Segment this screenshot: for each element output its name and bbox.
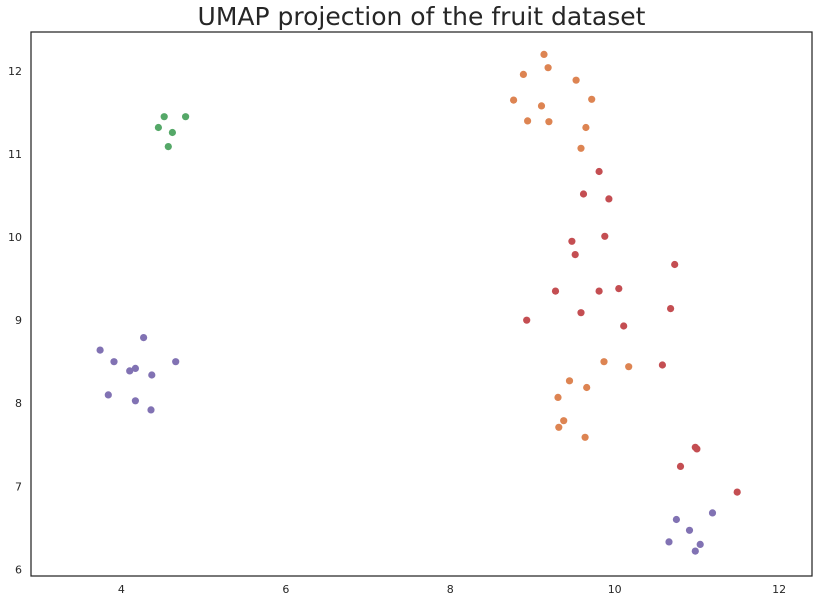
data-point	[523, 316, 531, 324]
data-point	[676, 462, 685, 470]
data-point	[160, 113, 168, 121]
data-point	[625, 363, 633, 371]
data-point	[620, 322, 628, 330]
data-point	[182, 113, 190, 121]
data-point	[540, 50, 548, 59]
y-tick-label: 12	[8, 65, 22, 78]
x-tick-label: 10	[608, 583, 622, 596]
data-point	[164, 143, 172, 151]
data-point	[147, 406, 155, 414]
y-tick-label: 7	[15, 480, 22, 493]
data-point	[537, 102, 546, 110]
data-point	[571, 251, 579, 259]
data-point	[519, 70, 528, 78]
data-point	[509, 96, 518, 104]
data-point	[554, 393, 562, 401]
data-point	[583, 383, 591, 392]
data-point	[565, 377, 574, 385]
data-point	[708, 509, 717, 517]
data-point	[685, 526, 694, 534]
data-point	[168, 128, 176, 137]
x-tick-label: 6	[282, 583, 289, 596]
y-tick-label: 10	[8, 231, 22, 244]
data-point	[140, 334, 148, 342]
data-point	[615, 285, 623, 293]
x-tick-label: 4	[118, 583, 125, 596]
ticks-layer: 4 6 8 10 12 6 7 8 9 10 11 12	[8, 65, 786, 596]
data-point	[595, 167, 603, 176]
axes-frame	[30, 31, 813, 577]
y-tick-label: 9	[15, 314, 22, 327]
data-point	[172, 358, 180, 366]
x-tick-label: 8	[447, 583, 454, 596]
chart-title: UMAP projection of the fruit dataset	[197, 2, 646, 31]
data-point	[560, 417, 568, 425]
data-point	[544, 64, 552, 72]
data-point	[545, 118, 553, 126]
data-point	[696, 540, 704, 549]
data-point	[691, 547, 699, 555]
data-point	[605, 195, 613, 203]
data-point	[572, 76, 580, 84]
y-tick-label: 8	[15, 397, 22, 410]
data-point	[577, 309, 585, 317]
data-point	[658, 361, 667, 369]
data-point	[154, 123, 162, 132]
data-point	[131, 364, 139, 372]
data-point	[110, 358, 118, 366]
data-point	[148, 371, 156, 379]
data-point	[582, 123, 590, 132]
y-tick-label: 6	[15, 563, 22, 576]
points-layer	[96, 50, 741, 555]
data-point	[551, 287, 560, 295]
data-point	[667, 305, 675, 313]
x-tick-label: 12	[772, 583, 786, 596]
data-point	[104, 391, 112, 399]
data-point	[600, 358, 608, 366]
data-point	[131, 397, 139, 405]
data-point	[672, 515, 681, 524]
data-point	[588, 95, 596, 103]
data-point	[126, 367, 134, 375]
data-point	[693, 445, 701, 453]
data-point	[579, 190, 588, 198]
data-point	[96, 346, 104, 354]
data-point	[581, 433, 589, 441]
data-point	[555, 423, 563, 431]
data-point	[524, 117, 532, 125]
data-point	[671, 260, 679, 269]
data-point	[733, 488, 741, 496]
data-point	[595, 287, 603, 295]
data-point	[601, 232, 609, 240]
data-point	[568, 237, 576, 245]
y-tick-label: 11	[8, 148, 22, 161]
data-point	[665, 538, 673, 546]
data-point	[577, 144, 585, 152]
